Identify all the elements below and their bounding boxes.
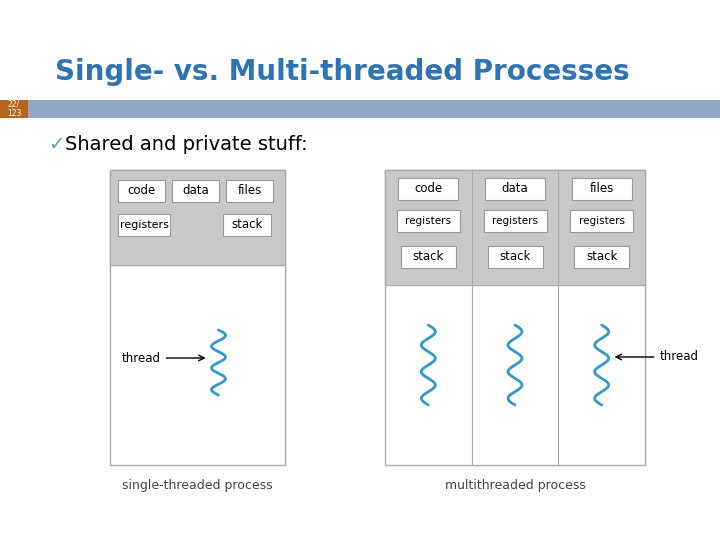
Bar [223,214,271,236]
Text: data: data [502,183,528,195]
Text: Single- vs. Multi-threaded Processes: Single- vs. Multi-threaded Processes [55,58,629,86]
Bar [110,170,285,265]
Text: files: files [590,183,613,195]
Text: stack: stack [499,251,531,264]
Bar [0,100,720,118]
Bar [385,170,645,465]
Bar [401,246,456,268]
Bar [570,210,633,232]
Text: registers: registers [120,220,168,230]
Text: thread: thread [660,350,698,363]
Bar [487,246,542,268]
Text: code: code [414,183,443,195]
Bar [574,246,629,268]
Bar [0,100,28,118]
Text: 22/
123: 22/ 123 [6,100,21,118]
Text: stack: stack [231,219,263,232]
Bar [172,180,219,202]
Bar [110,170,285,465]
Text: Shared and private stuff:: Shared and private stuff: [65,136,307,154]
Bar [385,170,645,285]
Text: code: code [127,185,156,198]
Text: data: data [182,185,209,198]
Text: registers: registers [492,216,538,226]
Bar [118,180,165,202]
Text: thread: thread [122,352,161,365]
Bar [110,170,285,265]
Bar [226,180,273,202]
Bar [485,178,545,200]
Text: stack: stack [413,251,444,264]
Text: single-threaded process: single-threaded process [122,479,273,492]
Text: registers: registers [405,216,451,226]
Bar [572,178,631,200]
Bar [118,214,170,236]
Bar [385,170,645,285]
Bar [398,178,459,200]
Text: multithreaded process: multithreaded process [444,479,585,492]
Text: ✓: ✓ [48,136,64,154]
Bar [397,210,460,232]
Text: files: files [238,185,261,198]
Bar [484,210,546,232]
Text: stack: stack [586,251,617,264]
Text: registers: registers [579,216,625,226]
